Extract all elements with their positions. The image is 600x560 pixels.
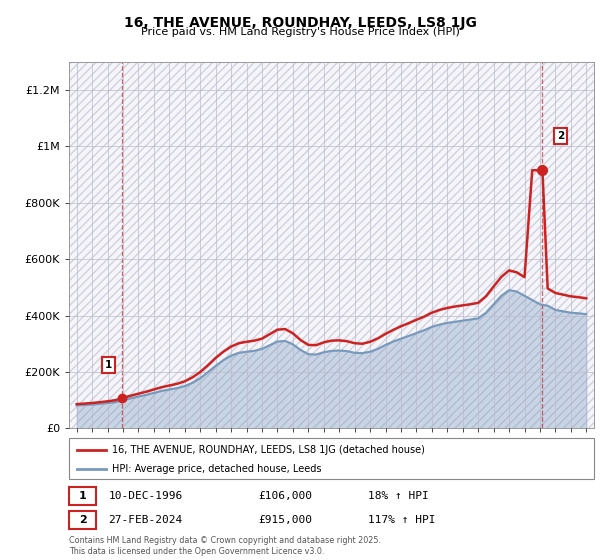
Text: 10-DEC-1996: 10-DEC-1996 <box>109 491 182 501</box>
Text: 16, THE AVENUE, ROUNDHAY, LEEDS, LS8 1JG: 16, THE AVENUE, ROUNDHAY, LEEDS, LS8 1JG <box>124 16 476 30</box>
Text: £915,000: £915,000 <box>258 515 312 525</box>
Text: 16, THE AVENUE, ROUNDHAY, LEEDS, LS8 1JG (detached house): 16, THE AVENUE, ROUNDHAY, LEEDS, LS8 1JG… <box>112 445 425 455</box>
Text: HPI: Average price, detached house, Leeds: HPI: Average price, detached house, Leed… <box>112 464 322 474</box>
Text: £106,000: £106,000 <box>258 491 312 501</box>
Text: 27-FEB-2024: 27-FEB-2024 <box>109 515 182 525</box>
Text: 117% ↑ HPI: 117% ↑ HPI <box>368 515 436 525</box>
Text: 2: 2 <box>79 515 86 525</box>
Bar <box>69 511 96 529</box>
Text: Contains HM Land Registry data © Crown copyright and database right 2025.
This d: Contains HM Land Registry data © Crown c… <box>69 536 381 556</box>
Text: 1: 1 <box>105 360 112 370</box>
Text: Price paid vs. HM Land Registry's House Price Index (HPI): Price paid vs. HM Land Registry's House … <box>140 27 460 37</box>
Bar <box>69 487 96 505</box>
Text: 1: 1 <box>79 491 86 501</box>
Text: 18% ↑ HPI: 18% ↑ HPI <box>368 491 429 501</box>
Text: 2: 2 <box>557 132 565 141</box>
